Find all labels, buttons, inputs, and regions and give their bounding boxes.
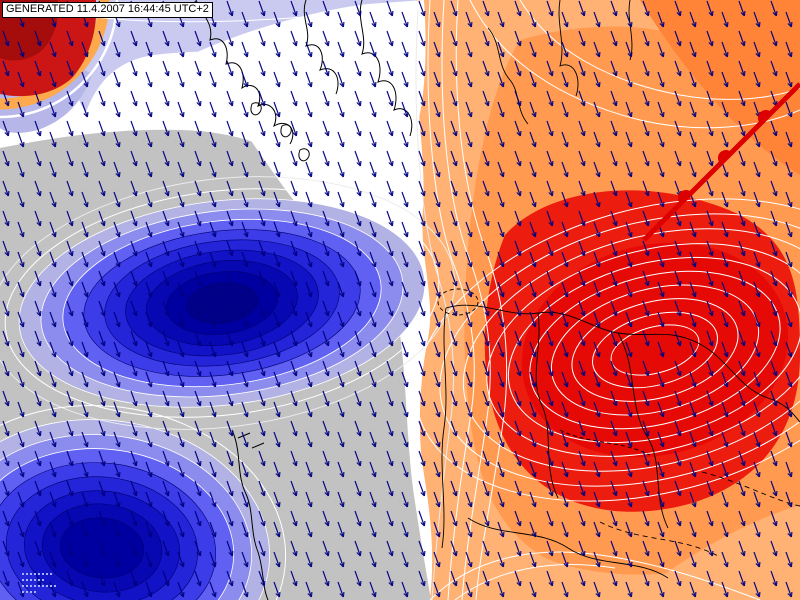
generated-timestamp: GENERATED 11.4.2007 16:44:45 UTC+2: [2, 2, 213, 18]
scale-marks: [22, 573, 58, 593]
front-pip: [717, 149, 732, 164]
front-pip: [677, 189, 692, 204]
front-pip: [757, 109, 772, 124]
front-line: [642, 82, 800, 242]
